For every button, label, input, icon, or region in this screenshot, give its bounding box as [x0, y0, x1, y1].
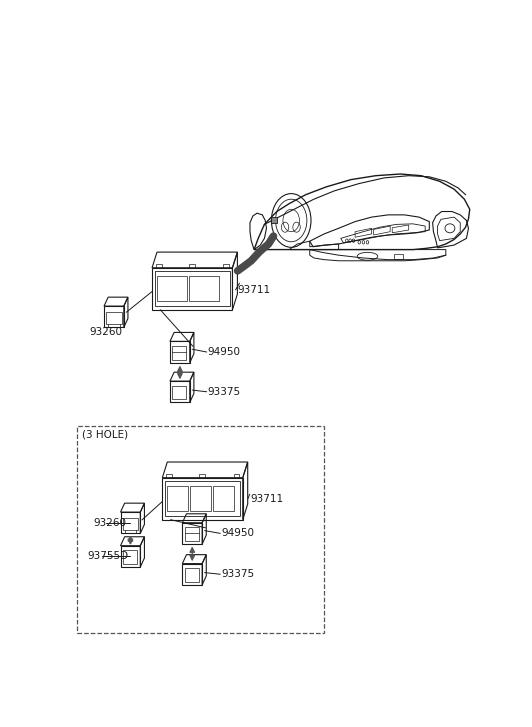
Text: 93711: 93711: [250, 494, 283, 504]
Text: 93375: 93375: [221, 569, 254, 579]
Text: 93260: 93260: [93, 518, 126, 528]
Text: 93755D: 93755D: [87, 551, 128, 561]
Text: 93711: 93711: [238, 285, 271, 295]
Bar: [77, 426, 324, 633]
Text: 94950: 94950: [221, 529, 254, 539]
Text: 93260: 93260: [89, 327, 122, 337]
Text: (3 HOLE): (3 HOLE): [82, 430, 128, 439]
Text: 93375: 93375: [207, 387, 240, 397]
Polygon shape: [271, 217, 277, 223]
Text: 94950: 94950: [207, 347, 240, 357]
